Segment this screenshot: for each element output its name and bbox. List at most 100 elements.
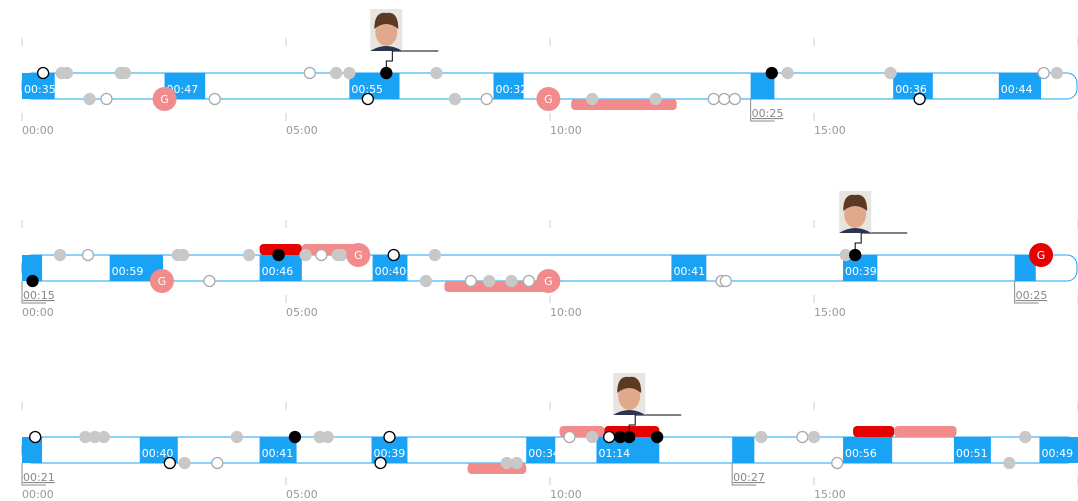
player-hair [617, 376, 642, 393]
event [1019, 430, 1032, 444]
event [361, 92, 374, 106]
tick-label: 00:00 [22, 488, 54, 501]
shift-label: 00:46 [262, 265, 294, 278]
shift-label: 00:44 [1001, 83, 1033, 96]
event [719, 274, 732, 288]
event [483, 274, 496, 288]
event [315, 248, 328, 262]
event [505, 274, 518, 288]
shift [750, 73, 775, 99]
player-hair [843, 194, 868, 211]
event [884, 66, 897, 80]
shift [893, 73, 933, 99]
event [1003, 456, 1016, 470]
event [522, 274, 536, 288]
shift [732, 437, 755, 463]
event [97, 430, 110, 444]
goal [149, 269, 174, 293]
player-connector [854, 232, 908, 255]
shift [493, 73, 524, 99]
shift-note: 00:25 [752, 107, 784, 120]
event [83, 92, 96, 106]
event [100, 92, 113, 106]
shift-label: 00:55 [351, 83, 383, 96]
shift-label: 00:59 [112, 265, 144, 278]
shift-label: 00:39 [374, 447, 406, 460]
note-bracket [1014, 281, 1039, 304]
event [807, 430, 821, 444]
player-shirt [613, 410, 646, 415]
goal-label: G [544, 93, 553, 106]
event [26, 274, 39, 288]
player-connector [385, 50, 439, 73]
note-bracket [750, 99, 775, 122]
shift [349, 73, 400, 99]
event [36, 66, 50, 80]
event [586, 430, 599, 444]
shift [671, 255, 707, 281]
shift-label: 00:56 [845, 447, 877, 460]
shift-label: 00:40 [142, 447, 174, 460]
event [500, 456, 513, 470]
player [370, 9, 439, 73]
event [118, 66, 132, 80]
note-bracket [21, 463, 46, 486]
shift-label: 00:41 [262, 447, 294, 460]
goal [536, 87, 561, 111]
event [586, 92, 599, 106]
penalty [853, 426, 895, 437]
shift [1039, 437, 1078, 463]
goal [152, 87, 177, 111]
tick-label: 05:00 [286, 306, 318, 319]
tick-label: 15:00 [814, 124, 846, 137]
goal-label: G [354, 249, 363, 262]
event [321, 430, 334, 444]
event [718, 92, 731, 106]
shift [843, 437, 893, 463]
shift-label: 00:32 [496, 83, 528, 96]
event [330, 66, 343, 80]
shift [953, 437, 991, 463]
goal-label: G [158, 275, 167, 288]
event [374, 456, 387, 470]
event [430, 66, 443, 80]
event [29, 430, 42, 444]
event [464, 274, 477, 288]
shift [526, 437, 556, 463]
goal-label: G [544, 275, 553, 288]
event [242, 248, 256, 262]
event [81, 248, 95, 262]
tick-label: 00:00 [22, 306, 54, 319]
event [448, 92, 462, 106]
event [419, 274, 433, 288]
event [383, 430, 396, 444]
shift-label: 00:41 [673, 265, 705, 278]
event [755, 430, 768, 444]
shift-label: 00:40 [375, 265, 407, 278]
tick-label: 15:00 [814, 306, 846, 319]
goal [346, 243, 371, 267]
event [335, 248, 348, 262]
event [208, 92, 221, 106]
shift [259, 437, 297, 463]
event [649, 92, 662, 106]
shift-label: 00:39 [845, 265, 877, 278]
shift [22, 73, 55, 99]
event [1050, 66, 1064, 80]
tick-label: 10:00 [550, 306, 582, 319]
player [839, 191, 908, 255]
shift [22, 437, 43, 463]
event [230, 430, 244, 444]
event [60, 66, 74, 80]
shift-label: 01:14 [598, 447, 630, 460]
goal [1029, 243, 1054, 267]
tick-label: 00:00 [22, 124, 54, 137]
event [831, 456, 844, 470]
event [303, 66, 316, 80]
shift-label: 00:34 [528, 447, 560, 460]
event [781, 66, 794, 80]
player-shirt [370, 46, 403, 51]
event [728, 92, 741, 106]
shift-label: 00:49 [1041, 447, 1073, 460]
